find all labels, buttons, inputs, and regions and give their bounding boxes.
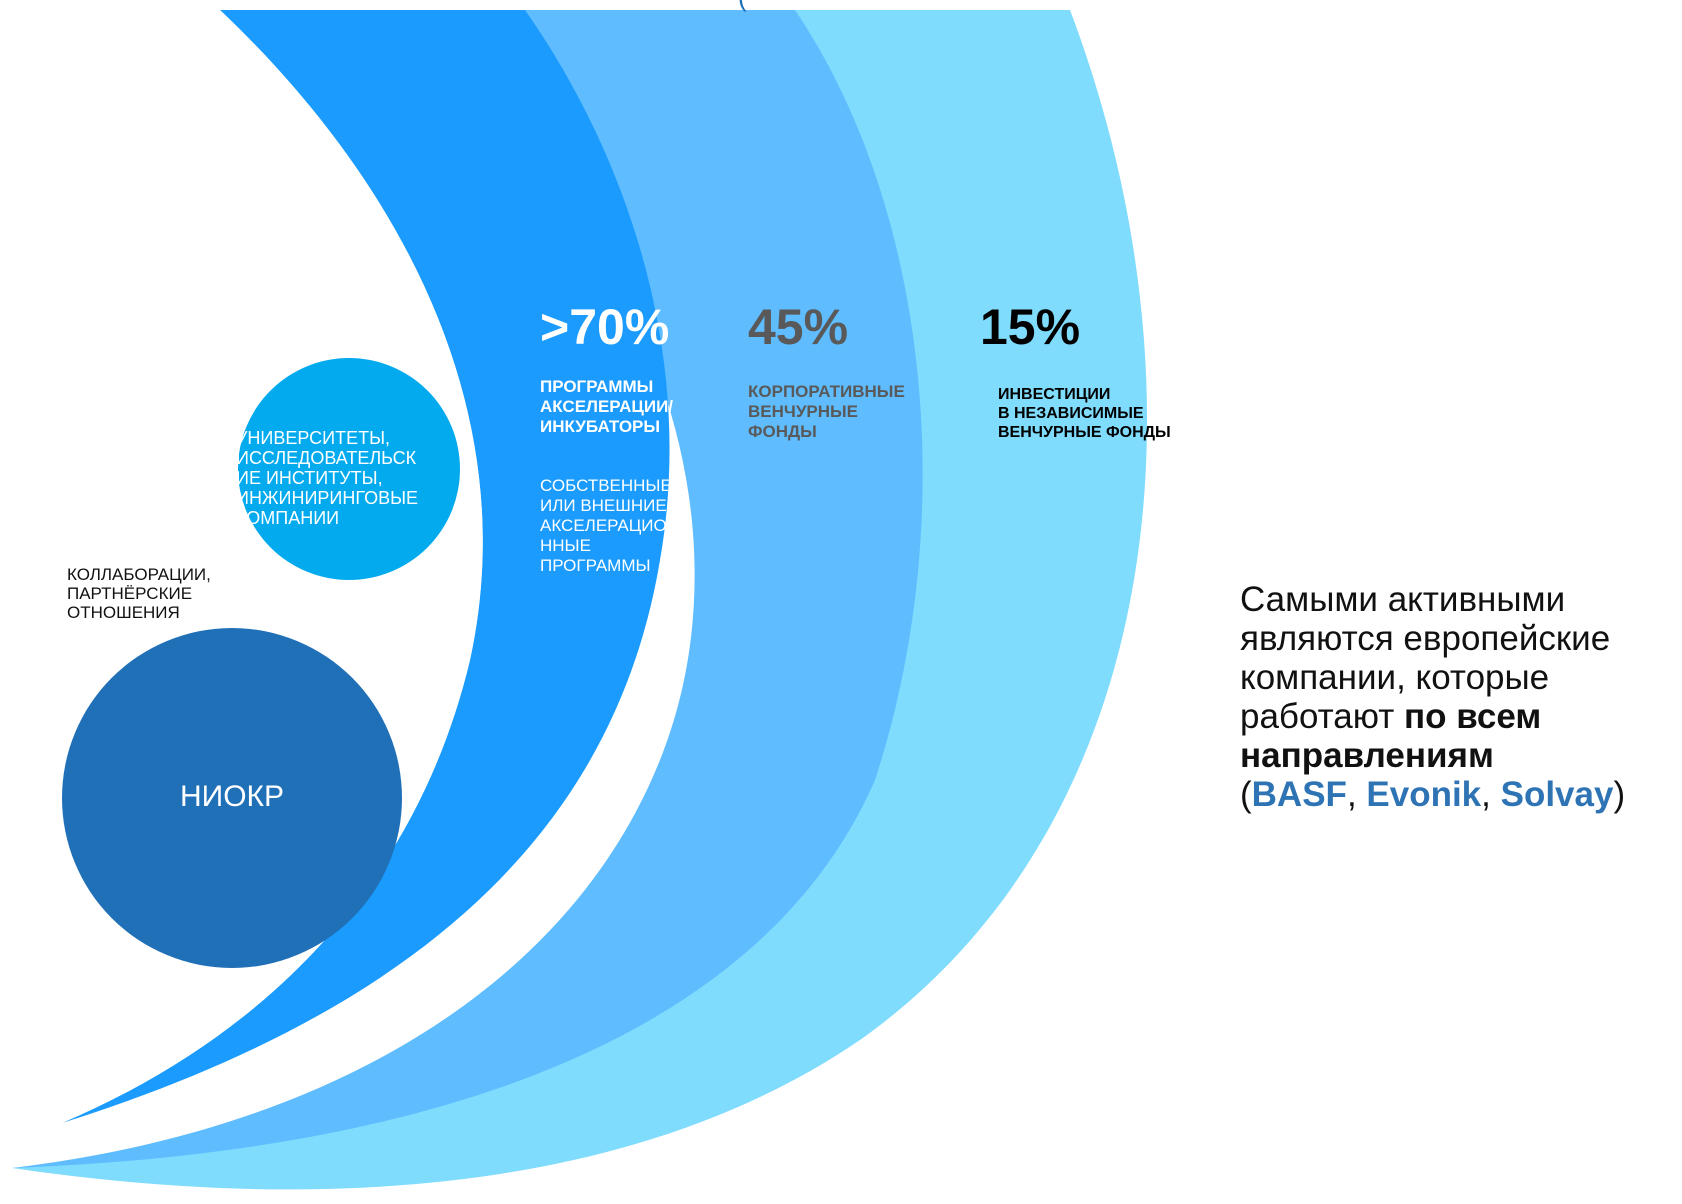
brand-evonik: Evonik bbox=[1366, 775, 1482, 814]
rnd-label: НИОКР bbox=[179, 780, 285, 813]
collaborations-label: КОЛЛАБОРАЦИИ, ПАРТНЁРСКИЕ ОТНОШЕНИЯ bbox=[67, 565, 211, 622]
summary-line: являются европейские bbox=[1240, 619, 1611, 658]
band-corporate-vc bbox=[12, 10, 923, 1168]
acceleration-subtext: СОБСТВЕННЫЕ ИЛИ ВНЕШНИЕ АКСЕЛЕРАЦИО ННЫЕ… bbox=[540, 476, 672, 575]
band-acceleration bbox=[62, 10, 670, 1123]
summary-line: работают по всем bbox=[1240, 697, 1542, 736]
independent-vc-percent: 15% bbox=[980, 299, 1081, 355]
universities-label: УНИВЕРСИТЕТЫ, ИССЛЕДОВАТЕЛЬСК ИЕ ИНСТИТУ… bbox=[236, 428, 419, 528]
independent-vc-caption: ИНВЕСТИЦИИ В НЕЗАВИСИМЫЕ ВЕНЧУРНЫЕ ФОНДЫ bbox=[998, 386, 1171, 441]
summary-line: Самыми активными bbox=[1240, 580, 1566, 619]
acceleration-percent: >70% bbox=[540, 299, 670, 355]
rnd-circle bbox=[62, 628, 402, 968]
brand-basf: BASF bbox=[1251, 775, 1347, 814]
summary-line: направлениям bbox=[1240, 736, 1494, 775]
top-partial-text: ( bbox=[738, 0, 747, 13]
universities-circle bbox=[238, 358, 460, 580]
summary-text: Самыми активными являются европейские ко… bbox=[1240, 580, 1680, 814]
corporate-vc-caption: КОРПОРАТИВНЫЕ ВЕНЧУРНЫЕ ФОНДЫ bbox=[748, 382, 905, 441]
corporate-vc-percent: 45% bbox=[748, 299, 849, 355]
acceleration-caption: ПРОГРАММЫ АКСЕЛЕРАЦИИ/ ИНКУБАТОРЫ bbox=[540, 377, 674, 436]
summary-line: (BASF, Evonik, Solvay) bbox=[1240, 775, 1626, 814]
summary-line: компании, которые bbox=[1240, 658, 1550, 697]
brand-solvay: Solvay bbox=[1500, 775, 1614, 814]
